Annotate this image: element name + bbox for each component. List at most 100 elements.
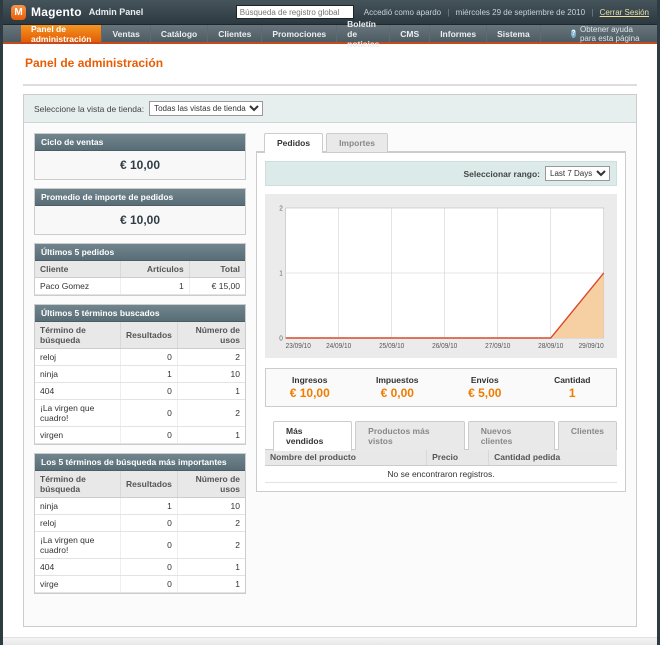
nav-items: Panel de administración Ventas Catálogo Cli… [21,19,541,49]
table-row[interactable]: ¡La virgen que cuadro! 0 2 [35,399,245,427]
tab-clientes[interactable]: Clientes [557,421,617,450]
table-row[interactable]: ninja 1 10 [35,365,245,383]
magento-logo-icon: M [11,4,26,20]
store-view-bar: Seleccione la vista de tienda: Todas las… [24,95,636,123]
card-title: Últimos 5 términos buscados [35,305,245,322]
nav-item-catalogo[interactable]: Catálogo [151,25,209,42]
main-panel: Pedidos Importes Seleccionar rango: Last … [256,133,626,602]
top-search-terms-table: Término de búsqueda Resultados Número de u… [35,471,245,593]
last-orders-table: Cliente Artículos Total Paco Gomez 1 € 15,00 [35,261,245,295]
help-link[interactable]: ? Obtener ayuda para esta página [561,24,657,43]
logo-subtitle: Admin Panel [88,7,144,17]
tab-pedidos[interactable]: Pedidos [264,133,324,153]
column-header: Total [189,261,245,278]
stat-label: Envíos [470,375,499,385]
nav-item-clientes[interactable]: Clientes [208,25,263,42]
current-date: miércoles 29 de septiembre de 2010 [455,7,586,17]
sidebar: Ciclo de ventas € 10,00 Promedio de impo… [34,133,246,602]
table-row[interactable]: reloj 0 2 [35,514,245,532]
tab-mas-vendidos[interactable]: Más vendidos [273,421,353,451]
column-header: Cantidad pedida [488,449,617,466]
tab-importes[interactable]: Importes [326,133,388,152]
nav-item-panel-de-administracion[interactable]: Panel de administración [21,24,103,44]
column-header: Término de búsqueda [35,322,122,349]
svg-text:0: 0 [279,335,283,342]
table-row[interactable]: virge 0 1 [35,575,245,593]
stat-value: 1 [568,386,576,400]
table-row[interactable]: virgen 0 1 [35,426,245,444]
table-row[interactable]: reloj 0 2 [35,348,245,366]
range-label: Seleccionar rango: [463,168,540,179]
last-orders-card: Últimos 5 pedidos Cliente Artículos Total P… [34,243,246,296]
nav-item-sistema[interactable]: Sistema [487,25,541,42]
report-tabs: Más vendidos Productos más vistos Nuevos c… [265,421,617,451]
card-value: € 10,00 [35,151,245,179]
column-header: Número de usos [177,322,245,349]
avg-order-card: Promedio de importe de pedidos € 10,00 [34,188,246,235]
sales-cycle-card: Ciclo de ventas € 10,00 [34,133,246,180]
card-title: Últimos 5 pedidos [35,244,245,261]
svg-text:23/09/10: 23/09/10 [286,343,311,350]
table-row[interactable]: 404 0 1 [35,558,245,576]
column-header: Término de búsqueda [35,471,122,498]
magento-logo: M Magento Admin Panel [11,4,144,20]
stat-label: Cantidad [554,375,591,385]
svg-text:29/09/10: 29/09/10 [579,343,604,350]
range-select[interactable]: Last 7 Days [545,166,610,181]
card-title: Los 5 términos de búsqueda más important… [35,454,245,471]
nav-item-informes[interactable]: Informes [430,25,488,42]
table-row[interactable]: Paco Gomez 1 € 15,00 [35,277,245,295]
svg-text:24/09/10: 24/09/10 [326,343,351,350]
tab-nuevos-clientes[interactable]: Nuevos clientes [467,421,555,450]
range-bar: Seleccionar rango: Last 7 Days [265,161,617,186]
page-head: Panel de administración [3,44,657,76]
column-header: Artículos [120,261,190,278]
logo-text: Magento [31,5,82,19]
totals-bar: Ingresos € 10,00 Impuestos € 0,00 Envíos €… [265,368,617,407]
page-title: Panel de administración [25,56,164,70]
card-title: Promedio de importe de pedidos [35,189,245,206]
nav-item-promociones[interactable]: Promociones [262,25,338,42]
nav-item-boletin-de-noticias[interactable]: Boletín de noticias [337,19,391,49]
orders-chart-svg: 0 1 2 23/09/10 24/09/10 25/09/10 26/09/10 27/09… [269,200,613,352]
last-search-terms-table: Término de búsqueda Resultados Número de u… [35,322,245,444]
products-table: Nombre del producto Precio Cantidad pedida… [265,449,617,483]
help-label: Obtener ayuda para esta página [579,24,640,43]
global-search-input[interactable] [235,5,354,19]
logged-in-as: Accedió como apardo [363,7,442,17]
stat-impuestos: Impuestos € 0,00 [354,375,442,400]
session-info: Accedió como apardo | miércoles 29 de se… [363,7,649,17]
nav-item-cms[interactable]: CMS [390,25,431,42]
last-search-terms-card: Últimos 5 términos buscados Término de b… [34,304,246,445]
svg-text:2: 2 [279,205,283,212]
dashboard-box: Seleccionar rango: Last 7 Days 0 1 2 23/09/… [256,152,626,492]
column-header: Precio [426,449,490,466]
column-header: Resultados [120,471,178,498]
svg-text:28/09/10: 28/09/10 [538,343,563,350]
card-title: Ciclo de ventas [35,134,245,151]
column-header: Cliente [35,261,122,278]
header: M Magento Admin Panel Accedió como apard… [3,0,657,25]
stat-ingresos: Ingresos € 10,00 [266,375,354,400]
table-row[interactable]: ninja 1 10 [35,497,245,515]
empty-row: No se encontraron registros. [265,465,617,483]
stat-cantidad: Cantidad 1 [529,375,617,400]
column-header: Nombre del producto [265,449,428,466]
table-row[interactable]: ¡La virgen que cuadro! 0 2 [35,531,245,559]
nav-item-ventas[interactable]: Ventas [102,25,151,42]
svg-text:1: 1 [279,270,283,277]
svg-text:27/09/10: 27/09/10 [485,343,510,350]
column-header: Número de usos [177,471,245,498]
table-row[interactable]: 404 0 1 [35,382,245,400]
stat-label: Impuestos [375,375,419,385]
tab-productos-mas-vistos[interactable]: Productos más vistos [355,421,465,450]
store-view-select[interactable]: Todas las vistas de tienda [149,101,264,116]
stat-value: € 5,00 [468,386,502,400]
logout-link[interactable]: Cerrar Sesión [599,7,649,17]
global-search [235,5,354,19]
title-divider [23,84,637,86]
help-icon: ? [570,29,576,38]
column-header: Resultados [120,322,178,349]
top-search-terms-card: Los 5 términos de búsqueda más important… [34,453,246,594]
footer-strip [3,637,657,645]
